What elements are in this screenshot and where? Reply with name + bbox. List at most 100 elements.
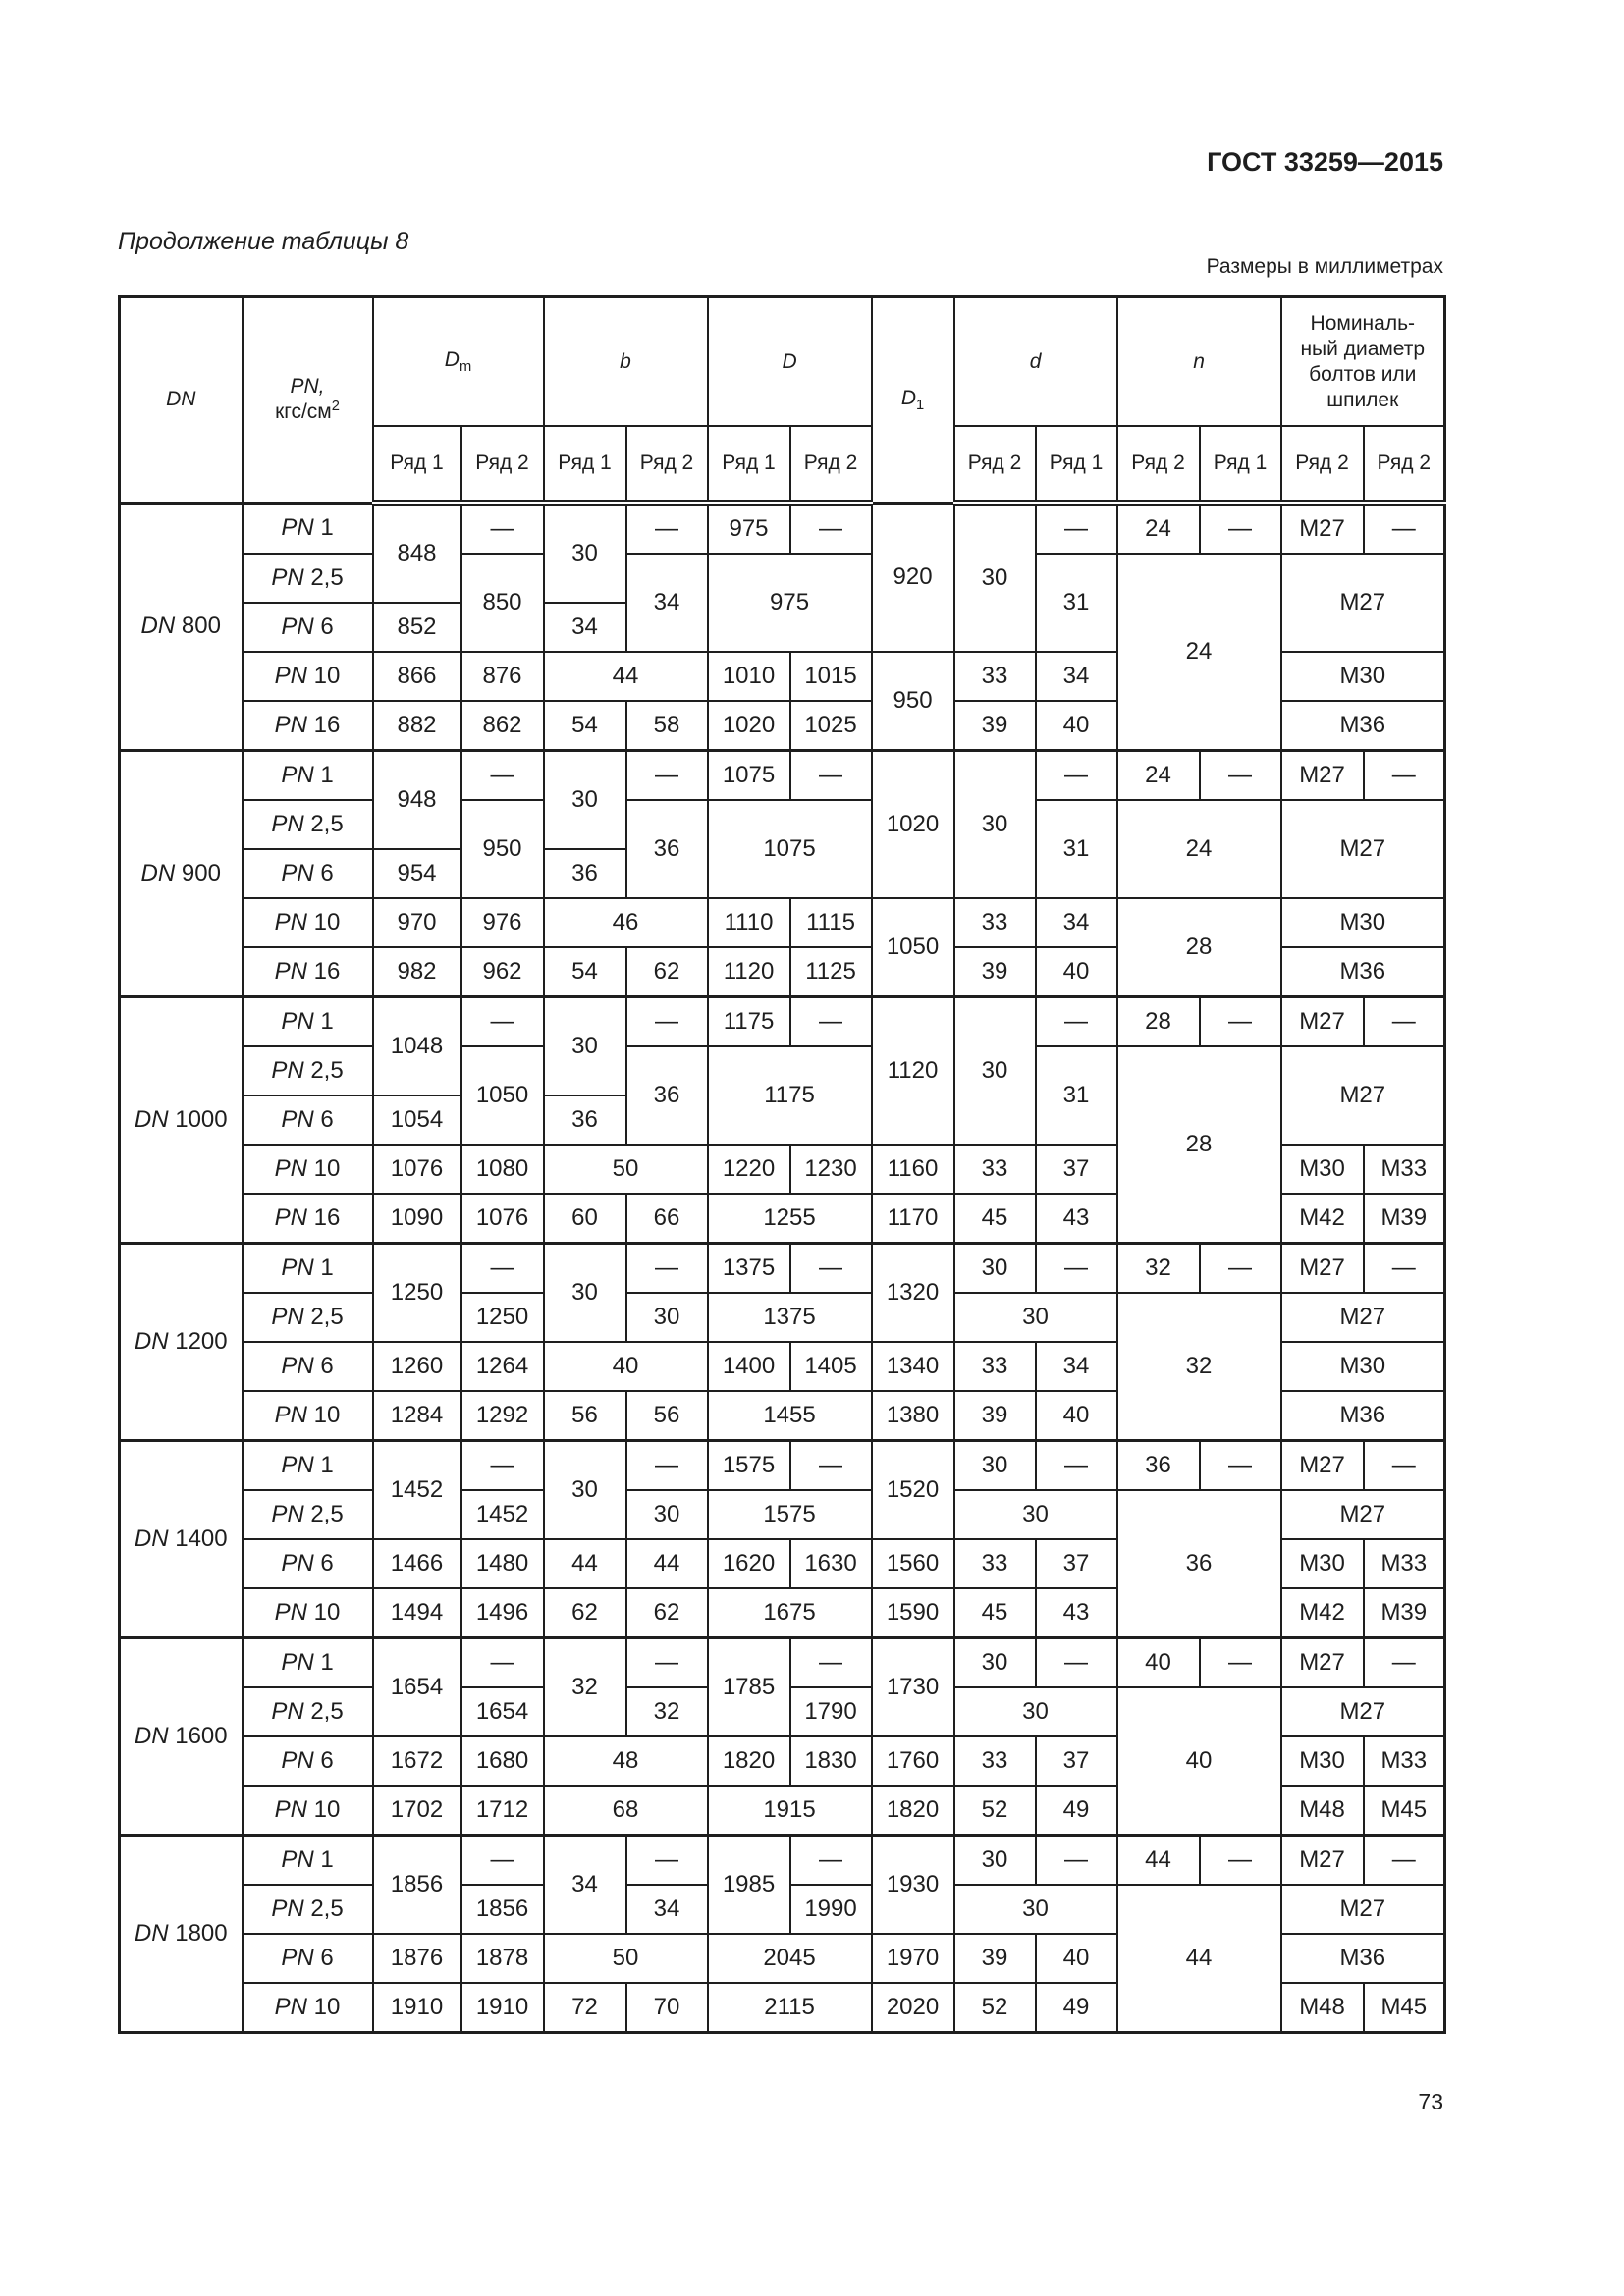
value-cell: —: [1034, 995, 1118, 1047]
value-cell: 975: [706, 501, 791, 555]
value-cell: —: [1362, 1834, 1446, 1886]
value-cell: M30: [1279, 1144, 1365, 1195]
value-cell: —: [1198, 995, 1282, 1047]
value-cell: 30: [952, 1884, 1118, 1935]
value-cell: 31: [1034, 553, 1118, 653]
pn-cell: PN 10: [241, 1390, 374, 1442]
value-cell: 36: [624, 799, 709, 899]
value-cell: M42: [1279, 1587, 1365, 1639]
value-cell: 56: [542, 1390, 627, 1442]
pn-cell: PN 6: [241, 602, 374, 653]
value-cell: 34: [1034, 897, 1118, 948]
value-cell: —: [1198, 501, 1282, 555]
value-cell: 49: [1034, 1785, 1118, 1837]
value-cell: —: [1198, 1834, 1282, 1886]
table-row: DN 1000 PN 1 1048—30—1175—1120 30—28— M27—: [118, 995, 1446, 1245]
pn-cell: PN 1: [241, 1636, 374, 1688]
value-cell: —: [788, 749, 873, 801]
value-cell: 1054: [371, 1095, 462, 1146]
value-cell: 34: [624, 1884, 709, 1935]
value-cell: 920: [870, 501, 955, 653]
value-cell: —: [624, 1242, 709, 1294]
table-row: DN 900 PN 1 948—30—1075—1020 30—24— M27—: [118, 749, 1446, 998]
value-cell: M27: [1279, 1884, 1446, 1935]
table-row: PN 2,5 1856 34 1990 30 44 M27: [120, 1884, 1446, 2034]
value-cell: M30: [1279, 897, 1446, 948]
value-cell: 1010: [706, 651, 791, 702]
value-cell: 2045: [706, 1933, 873, 1984]
table-row: PN 6 1876 1878 50 2045 1970 39 40 M36: [120, 1933, 1446, 1984]
value-cell: —: [460, 1834, 545, 1886]
value-cell: 1496: [460, 1587, 545, 1639]
value-cell: 1260: [371, 1341, 462, 1392]
table-row: PN 16 1090 1076 60 66 1255 1170 45 43 M42 M39: [120, 1193, 1446, 1245]
table-row: PN 2,5 1452 30 1575 30 36 M27: [120, 1489, 1446, 1639]
pn-cell: PN 6: [241, 1735, 374, 1787]
value-cell: —: [1198, 1242, 1282, 1294]
value-cell: 1730: [870, 1636, 955, 1737]
header-pn: PN, кгс/см2: [241, 295, 374, 504]
value-cell: 1970: [870, 1933, 955, 1984]
value-cell: 1990: [788, 1884, 873, 1935]
value-cell: 1405: [788, 1341, 873, 1392]
value-cell: 45: [952, 1587, 1037, 1639]
value-cell: M27: [1279, 1045, 1446, 1146]
table-row: DN 1400 PN 1 1452—30—1575—1520 30—36— M27—: [118, 1439, 1446, 1639]
value-cell: 32: [542, 1636, 627, 1737]
value-cell: 1076: [371, 1144, 462, 1195]
pn-cell: PN 10: [241, 1785, 374, 1837]
value-cell: M27: [1279, 799, 1446, 899]
value-cell: 1590: [870, 1587, 955, 1639]
value-cell: 1820: [870, 1785, 955, 1837]
value-cell: 1080: [460, 1144, 545, 1195]
table-row: PN 2,5 1654 32 1790 30 40 M27: [120, 1686, 1446, 1837]
value-cell: M48: [1279, 1982, 1365, 2034]
value-cell: M27: [1279, 1834, 1365, 1886]
table-row: PN 10 866 876 44 1010 1015 950 33 34 M30: [120, 651, 1446, 752]
value-cell: 32: [1115, 1242, 1201, 1294]
value-cell: 24: [1115, 799, 1282, 899]
value-cell: M39: [1362, 1587, 1446, 1639]
table-continuation-caption: Продолжение таблицы 8: [118, 228, 409, 255]
value-cell: —: [460, 1636, 545, 1688]
value-cell: 1452: [371, 1439, 462, 1540]
value-cell: 62: [624, 1587, 709, 1639]
value-cell: 40: [1034, 1933, 1118, 1984]
value-cell: 1790: [788, 1686, 873, 1737]
value-cell: 30: [542, 1242, 627, 1343]
table-row: PN 2,5 1250 30 1375 30 32 M27: [120, 1292, 1446, 1442]
value-cell: 43: [1034, 1193, 1118, 1245]
pn-cell: PN 16: [241, 946, 374, 998]
header-D1: D1: [870, 295, 955, 504]
pn-cell: PN 2,5: [241, 1045, 374, 1096]
value-cell: M27: [1279, 553, 1446, 653]
dn-cell: DN 1400: [118, 1439, 244, 1639]
table-row: PN 2,5 1050 36 1175 31 28 M27: [120, 1045, 1446, 1245]
value-cell: 1785: [706, 1636, 791, 1737]
value-cell: M39: [1362, 1193, 1446, 1245]
value-cell: —: [1198, 1636, 1282, 1688]
pn-cell: PN 16: [241, 1193, 374, 1245]
pn-cell: PN 2,5: [241, 553, 374, 604]
value-cell: 1760: [870, 1735, 955, 1787]
value-cell: 56: [624, 1390, 709, 1442]
value-cell: —: [460, 995, 545, 1047]
value-cell: 1672: [371, 1735, 462, 1787]
value-cell: 36: [1115, 1489, 1282, 1639]
value-cell: 1250: [460, 1292, 545, 1343]
table-row: DN 800 PN 1 848—30—975—920 30—24— M27—: [118, 501, 1446, 752]
value-cell: M27: [1279, 1242, 1365, 1294]
value-cell: 37: [1034, 1538, 1118, 1589]
value-cell: 976: [460, 897, 545, 948]
value-cell: M30: [1279, 1341, 1446, 1392]
value-cell: 975: [706, 553, 873, 653]
value-cell: 30: [952, 1439, 1037, 1491]
value-cell: 1120: [706, 946, 791, 998]
dn-cell: DN 1600: [118, 1636, 244, 1837]
value-cell: 39: [952, 1390, 1037, 1442]
value-cell: 1680: [460, 1735, 545, 1787]
table-row: PN 6 954 36: [120, 848, 1445, 899]
value-cell: M30: [1279, 1538, 1365, 1589]
value-cell: 962: [460, 946, 545, 998]
value-cell: 1575: [706, 1489, 873, 1540]
